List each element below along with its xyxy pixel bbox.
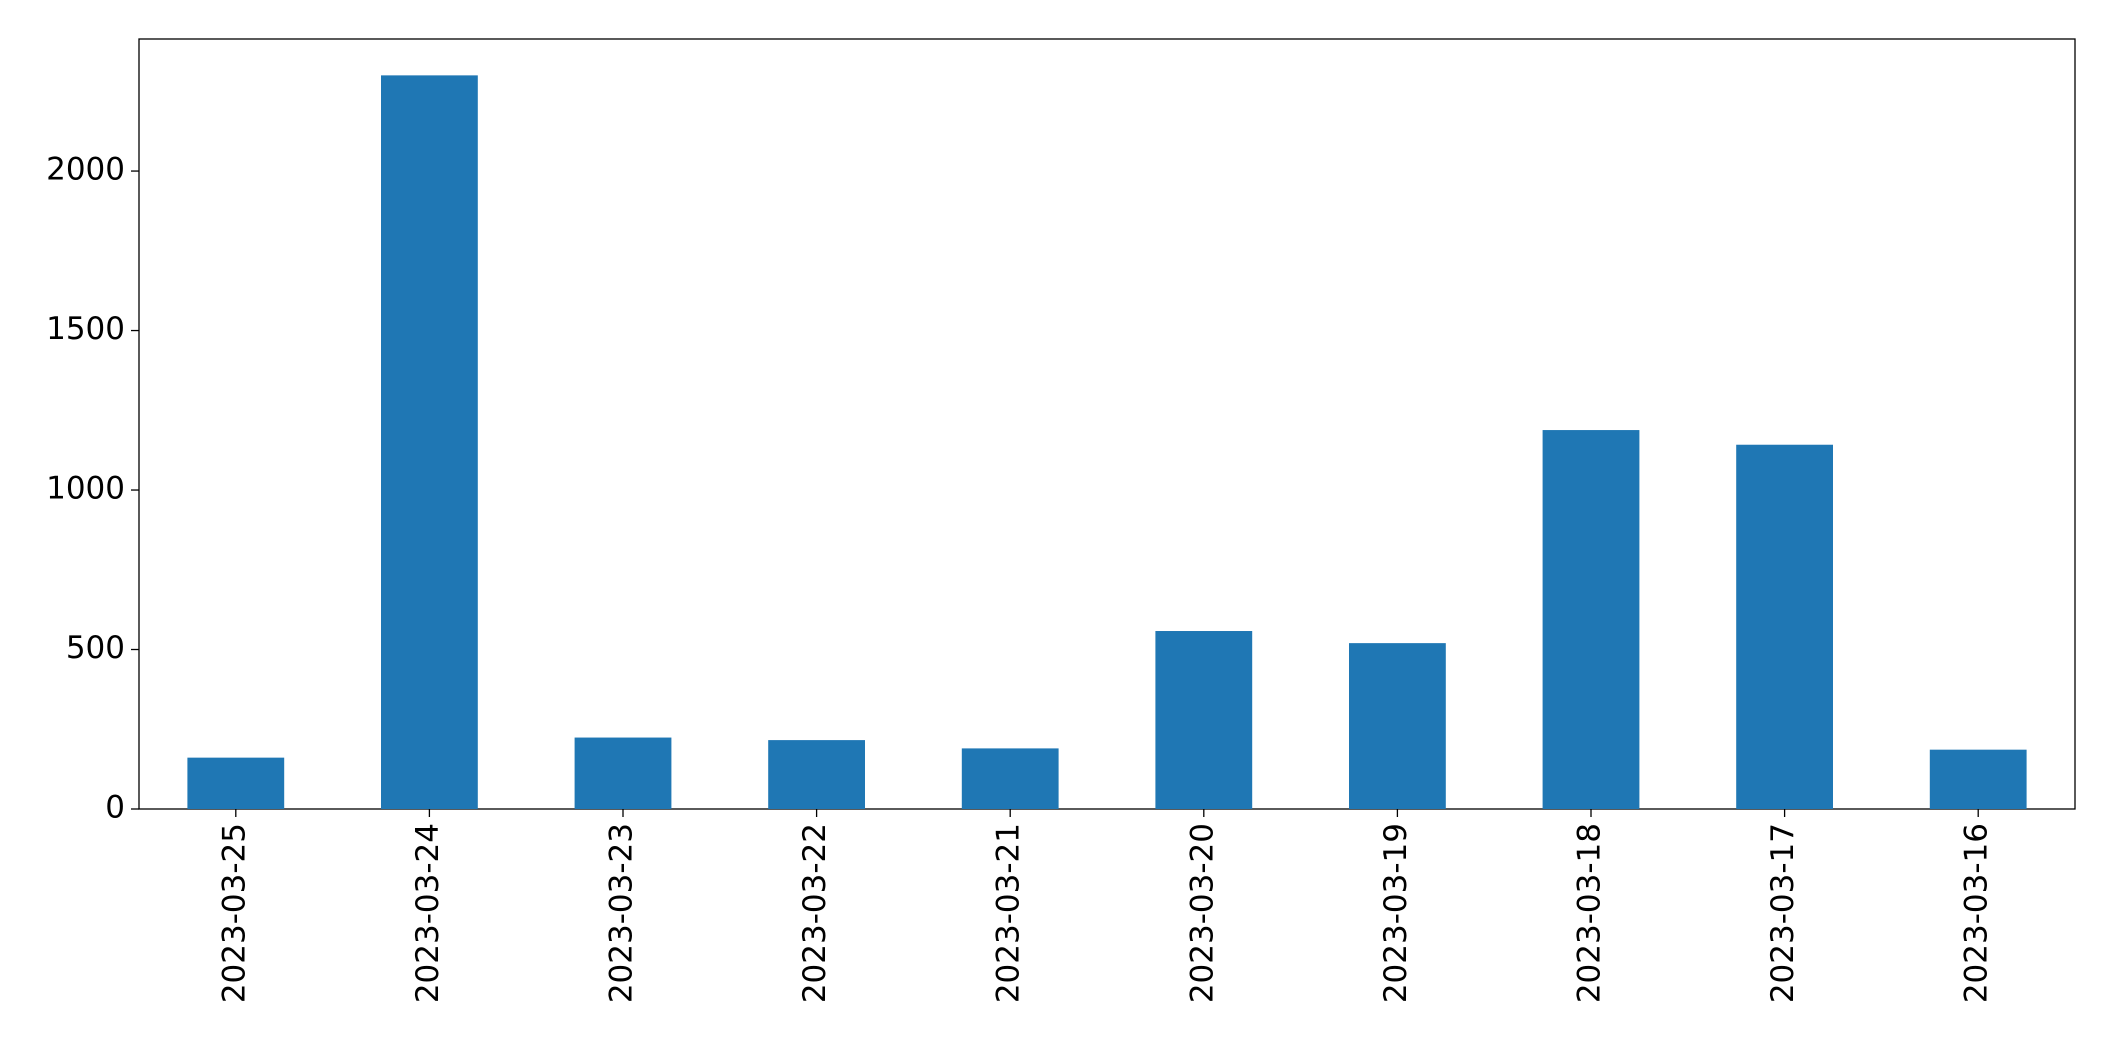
y-tick-label: 500 xyxy=(66,630,125,666)
x-tick-label: 2023-03-17 xyxy=(1765,823,1801,1003)
x-tick-label: 2023-03-24 xyxy=(410,823,446,1003)
bar xyxy=(961,748,1059,809)
y-tick-label: 0 xyxy=(105,790,125,826)
x-tick-label: 2023-03-25 xyxy=(216,823,252,1003)
bar xyxy=(1542,430,1640,809)
plot-frame xyxy=(138,38,2076,810)
bar xyxy=(381,75,478,809)
y-tick-label: 2000 xyxy=(46,152,125,188)
bar xyxy=(187,757,285,809)
x-tick-label: 2023-03-19 xyxy=(1378,823,1414,1003)
x-tick-label: 2023-03-21 xyxy=(991,823,1027,1003)
bar xyxy=(768,740,865,809)
bar xyxy=(574,737,672,809)
x-tick-label: 2023-03-23 xyxy=(604,823,640,1003)
y-tick-label: 1000 xyxy=(46,471,125,507)
bar xyxy=(1929,749,2027,809)
bar xyxy=(1155,631,1253,809)
x-tick-label: 2023-03-20 xyxy=(1184,823,1220,1003)
bar xyxy=(1349,643,1446,809)
y-tick-label: 1500 xyxy=(46,311,125,347)
x-tick-label: 2023-03-16 xyxy=(1959,823,1995,1003)
x-tick-label: 2023-03-22 xyxy=(797,823,833,1003)
x-tick-label: 2023-03-18 xyxy=(1572,823,1608,1003)
bar xyxy=(1736,444,1833,809)
